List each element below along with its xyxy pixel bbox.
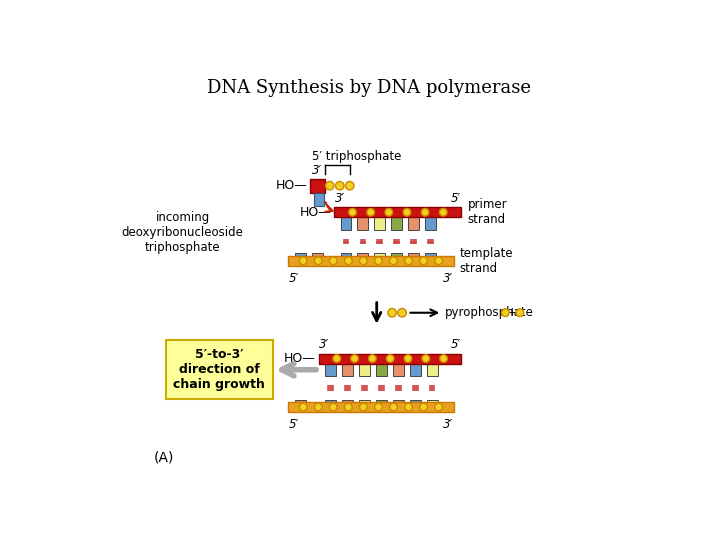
- Bar: [357, 253, 368, 266]
- Circle shape: [359, 403, 367, 411]
- Text: DNA Synthesis by DNA polymerase: DNA Synthesis by DNA polymerase: [207, 79, 531, 97]
- Circle shape: [398, 308, 406, 317]
- Bar: [295, 400, 306, 412]
- Bar: [359, 363, 370, 376]
- Bar: [393, 400, 404, 412]
- Circle shape: [440, 355, 447, 362]
- Text: 3′: 3′: [444, 418, 454, 431]
- Circle shape: [348, 208, 356, 216]
- Circle shape: [403, 208, 411, 216]
- Bar: [310, 179, 325, 193]
- Bar: [410, 363, 420, 376]
- Text: 5′: 5′: [451, 338, 461, 351]
- Bar: [374, 217, 385, 230]
- Circle shape: [421, 208, 429, 216]
- Circle shape: [404, 355, 412, 362]
- Bar: [319, 354, 462, 363]
- Bar: [408, 217, 419, 230]
- Circle shape: [344, 403, 352, 411]
- Circle shape: [435, 403, 443, 411]
- Text: 3′: 3′: [312, 164, 323, 177]
- Text: 5′ triphosphate: 5′ triphosphate: [312, 150, 401, 164]
- Circle shape: [405, 403, 413, 411]
- Text: HO—: HO—: [300, 206, 331, 219]
- Text: template
strand: template strand: [460, 247, 513, 275]
- Circle shape: [369, 355, 377, 362]
- Text: HO—: HO—: [276, 179, 307, 192]
- Circle shape: [374, 403, 382, 411]
- Text: primer
strand: primer strand: [467, 198, 507, 226]
- Circle shape: [374, 257, 382, 265]
- Bar: [342, 400, 353, 412]
- Circle shape: [315, 403, 322, 411]
- Text: +: +: [507, 306, 518, 319]
- Circle shape: [422, 355, 430, 362]
- Bar: [312, 253, 323, 266]
- Circle shape: [387, 355, 394, 362]
- Bar: [288, 256, 454, 266]
- Text: 5′-to-3′
direction of
chain growth: 5′-to-3′ direction of chain growth: [174, 348, 265, 391]
- Circle shape: [390, 257, 397, 265]
- Bar: [374, 253, 385, 266]
- Text: 3′: 3′: [444, 272, 454, 285]
- Circle shape: [385, 208, 392, 216]
- Circle shape: [330, 403, 337, 411]
- Bar: [410, 400, 420, 412]
- Bar: [426, 217, 436, 230]
- Circle shape: [435, 257, 443, 265]
- Circle shape: [300, 257, 307, 265]
- Bar: [341, 217, 351, 230]
- Bar: [376, 363, 387, 376]
- Text: 3′: 3′: [319, 338, 330, 351]
- Bar: [359, 400, 370, 412]
- Bar: [325, 400, 336, 412]
- Circle shape: [325, 181, 334, 190]
- Circle shape: [439, 208, 447, 216]
- Circle shape: [336, 181, 344, 190]
- Text: 5′: 5′: [451, 192, 461, 205]
- Circle shape: [351, 355, 359, 362]
- Bar: [392, 217, 402, 230]
- Circle shape: [390, 403, 397, 411]
- Circle shape: [516, 309, 523, 316]
- Bar: [315, 193, 323, 206]
- Text: 5′: 5′: [289, 418, 299, 431]
- Bar: [288, 402, 454, 412]
- Circle shape: [330, 257, 337, 265]
- Circle shape: [300, 403, 307, 411]
- Circle shape: [359, 257, 367, 265]
- Bar: [341, 253, 351, 266]
- Text: (A): (A): [153, 450, 174, 464]
- Circle shape: [501, 309, 509, 316]
- FancyArrowPatch shape: [325, 202, 333, 212]
- Circle shape: [420, 403, 428, 411]
- Bar: [393, 363, 404, 376]
- Text: HO—: HO—: [284, 352, 316, 365]
- Bar: [342, 363, 353, 376]
- Bar: [408, 253, 419, 266]
- Text: 5′: 5′: [289, 272, 299, 285]
- Bar: [427, 400, 438, 412]
- Bar: [325, 363, 336, 376]
- Bar: [376, 400, 387, 412]
- Circle shape: [346, 181, 354, 190]
- Bar: [357, 217, 368, 230]
- Bar: [295, 253, 306, 266]
- Text: incoming
deoxyribonucleoside
triphosphate: incoming deoxyribonucleoside triphosphat…: [122, 211, 243, 254]
- Text: pyrophosphate: pyrophosphate: [444, 306, 534, 319]
- Text: 3′: 3′: [335, 192, 345, 205]
- Bar: [426, 253, 436, 266]
- Circle shape: [388, 308, 396, 317]
- Circle shape: [333, 355, 341, 362]
- Circle shape: [315, 257, 322, 265]
- FancyBboxPatch shape: [166, 340, 273, 399]
- Circle shape: [366, 208, 374, 216]
- Bar: [392, 253, 402, 266]
- Circle shape: [420, 257, 428, 265]
- Bar: [427, 363, 438, 376]
- Circle shape: [344, 257, 352, 265]
- Circle shape: [405, 257, 413, 265]
- Bar: [334, 207, 462, 217]
